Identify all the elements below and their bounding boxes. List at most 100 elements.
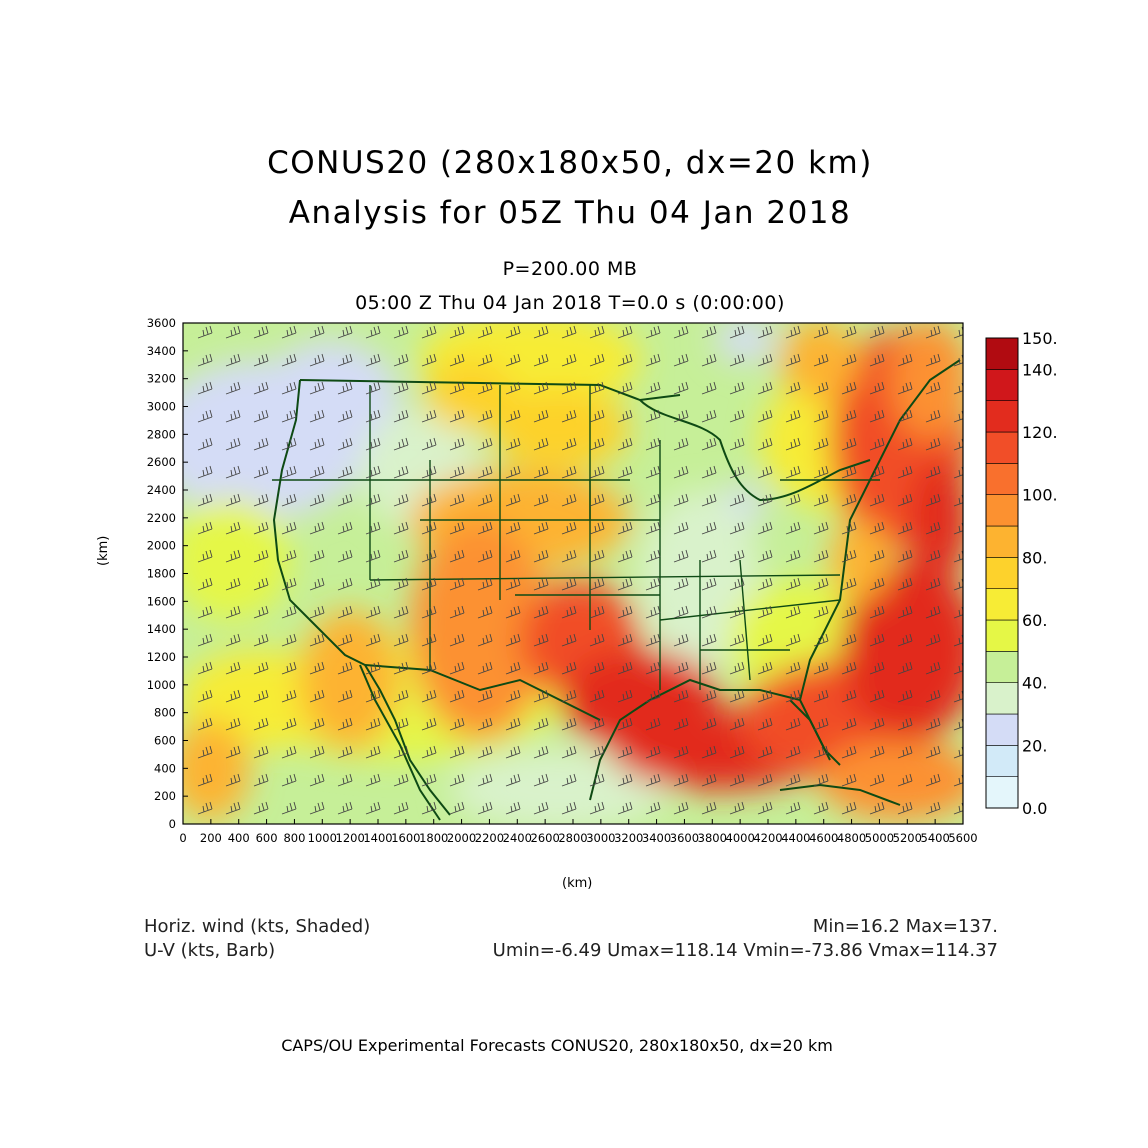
wind-barb [393, 689, 409, 703]
wind-barb [617, 549, 633, 563]
wind-barb [701, 717, 717, 731]
colorbar-swatch [985, 682, 1019, 715]
wind-barb [785, 437, 801, 451]
y-tick-label: 2400 [147, 483, 176, 497]
wind-barb [477, 577, 493, 591]
wind-barb [393, 437, 409, 451]
wind-barb [365, 437, 381, 451]
wind-barb [449, 465, 465, 479]
wind-barb [813, 577, 829, 591]
wind-barb [925, 549, 941, 563]
wind-barb [953, 550, 963, 563]
wind-barb [925, 633, 941, 647]
wind-barb [729, 493, 745, 507]
wind-barb [393, 577, 409, 591]
wind-barb [309, 549, 325, 563]
wind-barb [309, 409, 325, 423]
colorbar-frame [985, 337, 1019, 809]
wind-barb [953, 410, 963, 423]
wind-barb [533, 773, 549, 787]
wind-barb [477, 605, 493, 619]
wind-barb [253, 801, 269, 815]
wind-barb [953, 662, 963, 675]
wind-barb [841, 745, 857, 759]
wind-barb [197, 437, 213, 451]
wind-barb [309, 717, 325, 731]
wind-barb [421, 661, 437, 675]
wind-barb [309, 493, 325, 507]
wind-barb [281, 409, 297, 423]
wind-barb [197, 325, 213, 339]
wind-barb [897, 577, 913, 591]
wind-barb [785, 773, 801, 787]
wind-barb [309, 465, 325, 479]
y-tick-label: 2600 [147, 455, 176, 469]
wind-barb [813, 745, 829, 759]
colorbar-swatch [985, 588, 1019, 621]
wind-barb [505, 801, 521, 815]
x-tick-label: 0 [179, 831, 186, 845]
wind-barb [701, 521, 717, 535]
wind-barb [589, 409, 605, 423]
wind-barb [869, 325, 885, 339]
wind-barb [645, 437, 661, 451]
wind-barb [589, 437, 605, 451]
wind-barb [197, 689, 213, 703]
wind-barb [421, 381, 437, 395]
wind-barb [225, 409, 241, 423]
wind-barb [729, 521, 745, 535]
wind-barb [449, 661, 465, 675]
colorbar-label: 60. [1022, 611, 1047, 630]
wind-barb [785, 521, 801, 535]
wind-barb [645, 745, 661, 759]
wind-barb [225, 521, 241, 535]
wind-barb [477, 381, 493, 395]
wind-barb [673, 493, 689, 507]
x-tick-label: 4600 [809, 831, 838, 845]
colorbar-swatch [985, 463, 1019, 495]
wind-barb [225, 633, 241, 647]
wind-barb [729, 409, 745, 423]
wind-barb [281, 465, 297, 479]
x-axis: 0 200 400 600 800 100012001400160018002000220… [179, 819, 978, 845]
wind-barb [337, 773, 353, 787]
x-tick-label: 4000 [726, 831, 755, 845]
wind-barb [309, 353, 325, 367]
wind-barb [449, 493, 465, 507]
wind-barb [841, 437, 857, 451]
wind-barb [673, 745, 689, 759]
wind-barb [813, 801, 829, 815]
wind-barb [785, 661, 801, 675]
x-tick-label: 4400 [781, 831, 810, 845]
wind-barb [757, 381, 773, 395]
wind-barb [897, 717, 913, 731]
wind-barb [589, 689, 605, 703]
wind-barb [897, 437, 913, 451]
wind-barb [617, 717, 633, 731]
wind-barb [281, 353, 297, 367]
wind-barb [505, 745, 521, 759]
wind-barb [925, 381, 941, 395]
x-tick-label: 4200 [753, 831, 782, 845]
wind-barb [561, 633, 577, 647]
wind-barb [449, 437, 465, 451]
wind-barb [645, 381, 661, 395]
wind-barb [421, 689, 437, 703]
wind-barb [757, 689, 773, 703]
wind-barb [673, 577, 689, 591]
wind-barb [505, 689, 521, 703]
wind-barb [197, 577, 213, 591]
colorbar-label: 120. [1022, 423, 1058, 442]
wind-barb [869, 745, 885, 759]
wind-barb [393, 633, 409, 647]
wind-barb [729, 633, 745, 647]
wind-barb [869, 549, 885, 563]
wind-barb [813, 717, 829, 731]
x-tick-label: 5000 [865, 831, 894, 845]
wind-barb [225, 465, 241, 479]
x-tick-label: 3400 [642, 831, 671, 845]
wind-barb [393, 409, 409, 423]
wind-barb [673, 325, 689, 339]
wind-barb [393, 605, 409, 619]
colorbar-swatch [985, 651, 1019, 683]
